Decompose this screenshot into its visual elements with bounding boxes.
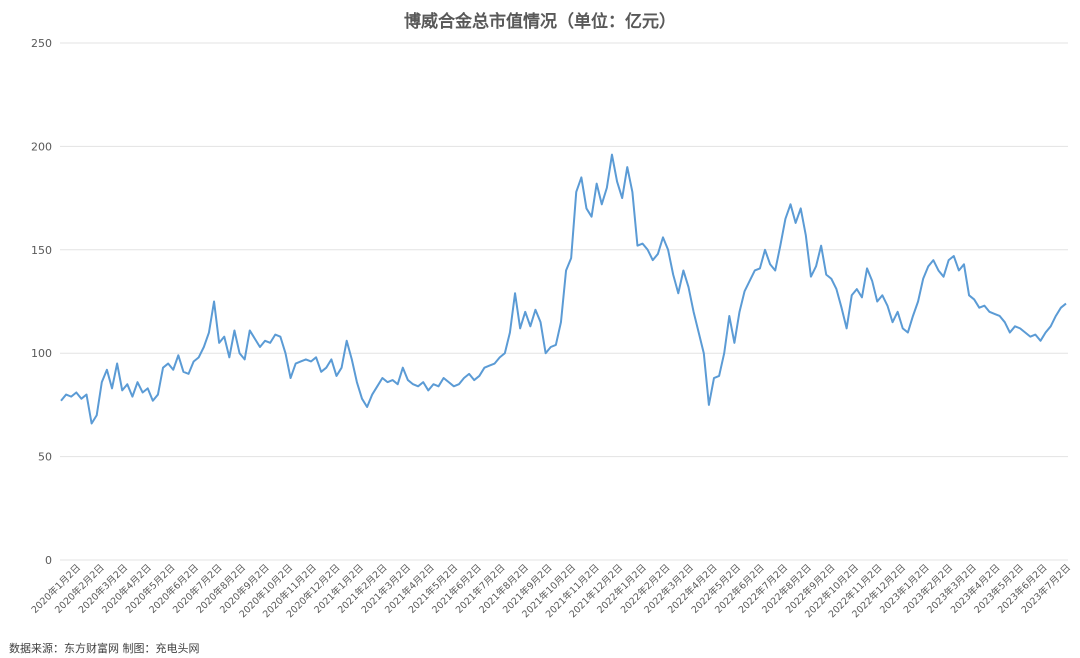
y-tick-label: 0 bbox=[45, 554, 52, 567]
y-tick-label: 50 bbox=[38, 451, 52, 464]
series-line bbox=[60, 153, 1067, 425]
source-note: 数据来源：东方财富网 制图：充电头网 bbox=[9, 642, 200, 655]
y-tick-label: 100 bbox=[31, 347, 52, 360]
x-axis: 2020年1月2日2020年2月2日2020年3月2日2020年4月2日2020… bbox=[29, 562, 1073, 621]
grid-lines bbox=[60, 42, 1068, 561]
y-tick-label: 200 bbox=[31, 140, 52, 153]
series-layer bbox=[60, 153, 1067, 425]
y-axis: 0 50 100 150 200 250 bbox=[31, 37, 52, 567]
y-tick-label: 150 bbox=[31, 244, 52, 257]
chart-title: 博威合金总市值情况（单位：亿元） bbox=[404, 12, 676, 32]
y-tick-label: 250 bbox=[31, 37, 52, 50]
